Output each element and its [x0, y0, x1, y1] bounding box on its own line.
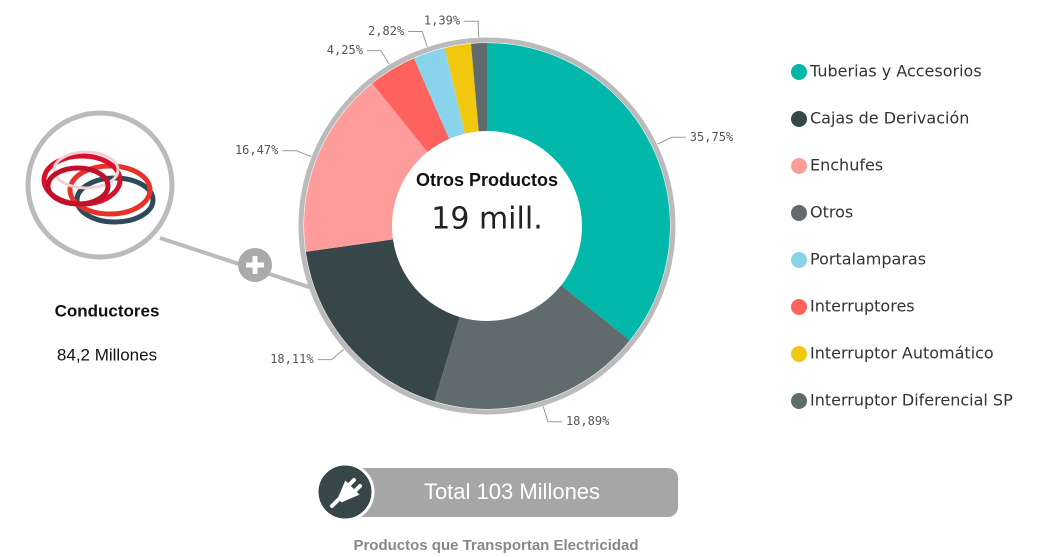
legend-label: Otros — [810, 203, 853, 222]
slice — [444, 43, 479, 134]
slice — [304, 83, 428, 252]
data-label: 18,11% — [270, 352, 314, 366]
plus-icon — [246, 256, 264, 274]
legend-label: Enchufes — [810, 156, 883, 175]
leader-line — [282, 150, 312, 158]
donut — [304, 43, 670, 410]
donut-frame — [298, 37, 676, 415]
total-pill — [345, 468, 678, 517]
legend-swatch — [791, 64, 807, 80]
data-label: 35,75% — [690, 130, 734, 144]
side-title: Conductores — [55, 301, 160, 320]
legend-swatch — [791, 346, 807, 362]
legend-swatch — [791, 111, 807, 127]
legend-label: Portalamparas — [810, 250, 926, 269]
leader-line — [464, 20, 480, 38]
slice — [434, 285, 630, 410]
legend-label: Tuberias y Accesorios — [809, 62, 982, 81]
data-label: 4,25% — [327, 43, 364, 57]
legend-swatch — [791, 158, 807, 174]
slice — [414, 47, 466, 139]
total-label: Total 103 Millones — [424, 479, 600, 504]
data-label: 16,47% — [235, 143, 279, 157]
legend-swatch — [791, 299, 807, 315]
leader-line — [542, 406, 562, 423]
slice — [305, 239, 460, 402]
legend-label: Cajas de Derivación — [810, 109, 969, 128]
legend-swatch — [791, 252, 807, 268]
legend-label: Interruptor Diferencial SP — [810, 391, 1013, 410]
leader-line — [366, 50, 390, 65]
total-subtitle: Productos que Transportan Electricidad — [353, 537, 638, 554]
leader-line — [408, 31, 428, 47]
legend-swatch — [791, 393, 807, 409]
plug-icon — [330, 478, 362, 508]
slice — [487, 43, 670, 341]
center-title: Otros Productos — [416, 170, 558, 190]
data-label: 2,82% — [368, 24, 405, 38]
leader-line — [657, 136, 686, 145]
legend-label: Interruptores — [810, 297, 915, 316]
leader-line — [317, 348, 345, 361]
center-value: 19 mill. — [431, 202, 542, 237]
legend-label: Interruptor Automático — [810, 344, 994, 363]
wire-icon — [41, 150, 156, 225]
data-label: 1,39% — [424, 14, 461, 28]
data-label: 18,89% — [566, 414, 610, 428]
side-value: 84,2 Millones — [57, 345, 157, 364]
connector — [159, 236, 313, 290]
legend-swatch — [791, 205, 807, 221]
slice — [372, 58, 450, 152]
slice — [471, 43, 487, 132]
